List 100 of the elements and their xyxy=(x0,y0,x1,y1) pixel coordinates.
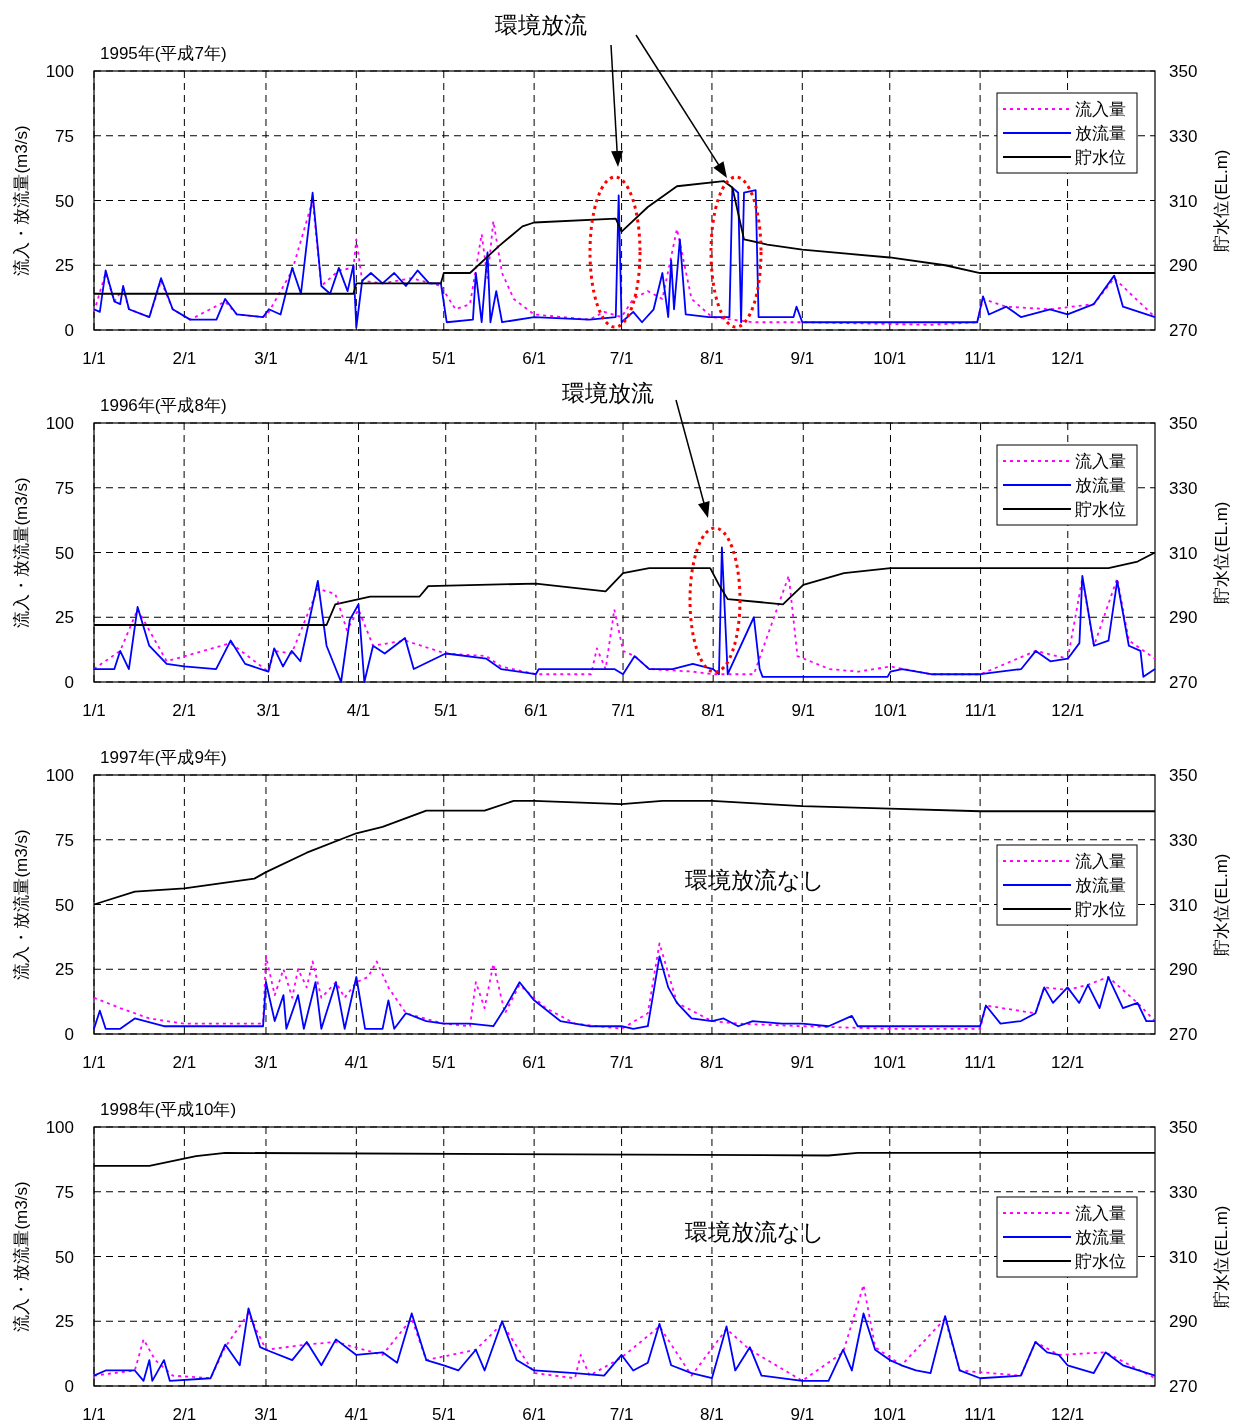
y2-axis-title: 貯水位(EL.m) xyxy=(1212,501,1231,604)
x-tick-label: 6/1 xyxy=(522,1405,546,1424)
y2-tick-label: 330 xyxy=(1169,126,1198,146)
y-tick-label: 100 xyxy=(45,62,74,81)
x-tick-label: 8/1 xyxy=(701,701,725,720)
y2-tick-label: 330 xyxy=(1169,830,1198,850)
y-tick-label: 100 xyxy=(45,766,74,785)
x-tick-label: 3/1 xyxy=(254,1405,278,1424)
y2-tick-label: 350 xyxy=(1169,414,1198,433)
chart-title: 1997年(平成9年) xyxy=(100,748,227,767)
x-tick-label: 4/1 xyxy=(346,701,371,720)
x-tick-label: 10/1 xyxy=(873,349,907,368)
chart-title: 1996年(平成8年) xyxy=(100,396,227,415)
x-tick-label: 9/1 xyxy=(790,1053,815,1072)
x-tick-label: 11/1 xyxy=(964,1053,997,1072)
legend-label: 放流量 xyxy=(1075,476,1126,495)
x-tick-label: 5/1 xyxy=(433,701,458,720)
y2-tick-label: 270 xyxy=(1169,321,1198,340)
y-tick-label: 75 xyxy=(55,1182,74,1202)
x-tick-label: 9/1 xyxy=(791,701,816,720)
x-tick-label: 12/1 xyxy=(1051,1405,1085,1424)
x-tick-label: 4/1 xyxy=(344,1405,369,1424)
x-tick-label: 5/1 xyxy=(431,1405,456,1424)
y2-tick-label: 290 xyxy=(1169,608,1198,628)
y-tick-label: 25 xyxy=(55,608,74,628)
x-tick-label: 9/1 xyxy=(790,349,815,368)
x-tick-label: 10/1 xyxy=(873,1053,907,1072)
y2-tick-label: 310 xyxy=(1169,895,1198,915)
y-tick-label: 0 xyxy=(64,1025,74,1044)
annotation: 環境放流なし xyxy=(684,867,825,893)
y-axis-title: 流入・放流量(m3/s) xyxy=(12,1181,31,1332)
y-axis-title: 流入・放流量(m3/s) xyxy=(12,477,31,628)
y-tick-label: 75 xyxy=(55,126,74,146)
legend-label: 貯水位 xyxy=(1075,500,1126,519)
legend-label: 流入量 xyxy=(1075,852,1126,871)
x-tick-label: 1/1 xyxy=(82,701,106,720)
legend-label: 放流量 xyxy=(1075,124,1126,143)
y2-tick-label: 290 xyxy=(1169,256,1198,276)
y-tick-label: 100 xyxy=(45,1118,74,1137)
y-tick-label: 0 xyxy=(64,321,74,340)
y-tick-label: 50 xyxy=(55,895,74,915)
y-axis-title: 流入・放流量(m3/s) xyxy=(12,125,31,276)
x-tick-label: 8/1 xyxy=(700,349,724,368)
x-tick-label: 6/1 xyxy=(522,349,546,368)
chart-title: 1998年(平成10年) xyxy=(100,1100,237,1119)
y-tick-label: 50 xyxy=(55,1247,74,1267)
y2-tick-label: 350 xyxy=(1169,62,1198,81)
y-tick-label: 25 xyxy=(55,256,74,276)
y-tick-label: 75 xyxy=(55,478,74,498)
y2-axis-title: 貯水位(EL.m) xyxy=(1212,149,1231,252)
y2-tick-label: 290 xyxy=(1169,1312,1198,1332)
x-tick-label: 1/1 xyxy=(82,1405,106,1424)
y2-axis-title: 貯水位(EL.m) xyxy=(1212,853,1231,956)
x-tick-label: 10/1 xyxy=(873,701,908,720)
x-tick-label: 3/1 xyxy=(254,1053,278,1072)
legend-label: 流入量 xyxy=(1075,452,1126,471)
y2-tick-label: 350 xyxy=(1169,1118,1198,1137)
x-tick-label: 8/1 xyxy=(700,1053,724,1072)
legend-label: 貯水位 xyxy=(1075,1252,1126,1271)
x-tick-label: 3/1 xyxy=(254,349,278,368)
x-tick-label: 6/1 xyxy=(522,1053,546,1072)
y2-tick-label: 310 xyxy=(1169,191,1198,211)
y-tick-label: 75 xyxy=(55,830,74,850)
text: 環境放流 xyxy=(562,380,654,406)
y2-tick-label: 290 xyxy=(1169,960,1198,980)
x-tick-label: 11/1 xyxy=(964,349,997,368)
x-tick-label: 9/1 xyxy=(790,1405,815,1424)
x-tick-label: 10/1 xyxy=(873,1405,907,1424)
y-tick-label: 50 xyxy=(55,543,74,563)
y-tick-label: 50 xyxy=(55,191,74,211)
x-tick-label: 1/1 xyxy=(82,1053,106,1072)
text: 環境放流 xyxy=(495,12,587,38)
x-tick-label: 4/1 xyxy=(344,1053,369,1072)
x-tick-label: 12/1 xyxy=(1051,701,1085,720)
x-tick-label: 2/1 xyxy=(172,349,197,368)
x-tick-label: 5/1 xyxy=(431,349,456,368)
chart-title: 1995年(平成7年) xyxy=(100,44,227,63)
y2-tick-label: 270 xyxy=(1169,1025,1198,1044)
x-tick-label: 7/1 xyxy=(611,701,635,720)
x-tick-label: 1/1 xyxy=(82,349,106,368)
y2-tick-label: 310 xyxy=(1169,543,1198,563)
y2-tick-label: 330 xyxy=(1169,478,1198,498)
x-tick-label: 2/1 xyxy=(172,701,196,720)
x-tick-label: 2/1 xyxy=(172,1405,197,1424)
x-tick-label: 7/1 xyxy=(609,349,634,368)
x-tick-label: 4/1 xyxy=(344,349,369,368)
y-tick-label: 100 xyxy=(45,414,74,433)
y2-axis-title: 貯水位(EL.m) xyxy=(1212,1205,1231,1308)
x-tick-label: 7/1 xyxy=(609,1053,634,1072)
y2-tick-label: 330 xyxy=(1169,1182,1198,1202)
x-tick-label: 11/1 xyxy=(964,1405,997,1424)
legend-label: 貯水位 xyxy=(1075,900,1126,919)
x-tick-label: 12/1 xyxy=(1051,1053,1085,1072)
x-tick-label: 12/1 xyxy=(1051,349,1085,368)
y-tick-label: 25 xyxy=(55,1312,74,1332)
legend-label: 放流量 xyxy=(1075,876,1126,895)
x-tick-label: 11/1 xyxy=(964,701,997,720)
legend-label: 流入量 xyxy=(1075,1204,1126,1223)
legend-label: 放流量 xyxy=(1075,1228,1126,1247)
annotation: 環境放流なし xyxy=(684,1219,825,1245)
